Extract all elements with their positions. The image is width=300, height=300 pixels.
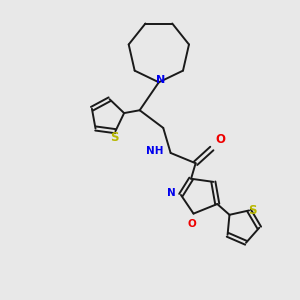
Text: O: O [188, 219, 197, 229]
Text: N: N [156, 75, 165, 85]
Text: N: N [167, 188, 176, 199]
Text: S: S [248, 204, 257, 217]
Text: O: O [215, 133, 225, 146]
Text: NH: NH [146, 146, 163, 157]
Text: S: S [110, 130, 118, 144]
